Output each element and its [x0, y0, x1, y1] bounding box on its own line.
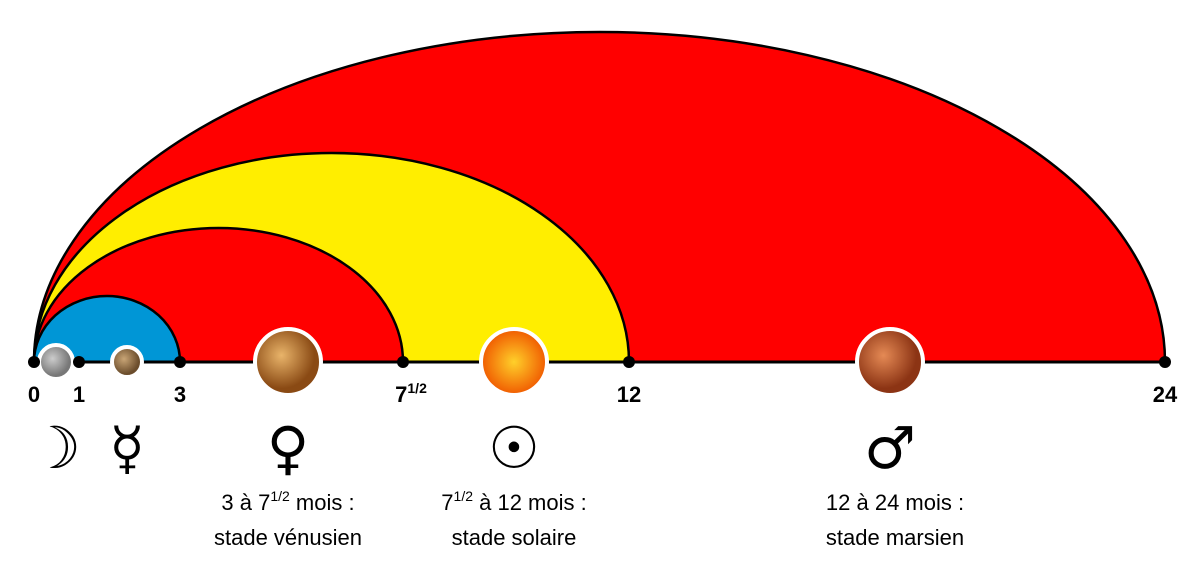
planet-symbol: ☽	[29, 414, 81, 482]
tick-dot	[28, 356, 40, 368]
planet-symbol: ☿	[109, 414, 145, 482]
tick-dot	[397, 356, 409, 368]
tick-dots	[28, 356, 1171, 368]
caption-pre: 3 à 7	[221, 490, 270, 515]
caption-post: mois :	[290, 490, 355, 515]
caption-line2: stade marsien	[826, 525, 964, 550]
caption-line1: 71/2 à 12 mois :	[441, 488, 586, 515]
arc-3	[32, 294, 182, 364]
tick-main: 1	[73, 382, 85, 407]
tick-dot	[1159, 356, 1171, 368]
caption-sup: 1/2	[270, 488, 290, 504]
planet-symbol: ☉	[488, 414, 540, 482]
tick-label: 0	[28, 382, 40, 407]
caption-pre: 7	[441, 490, 453, 515]
tick-label: 24	[1153, 382, 1178, 407]
mars	[855, 327, 925, 397]
tick-main: 3	[174, 382, 186, 407]
tick-labels: 0 1 3 71/2 12 24	[28, 380, 1178, 407]
caption-line1: 12 à 24 mois :	[826, 490, 964, 515]
tick-label: 3	[174, 382, 186, 407]
tick-label: 71/2	[395, 380, 427, 407]
planet-symbol: ♂	[864, 414, 916, 482]
mercury	[110, 345, 144, 379]
tick-dot	[73, 356, 85, 368]
moon	[37, 343, 75, 381]
caption-post: à 12 mois :	[473, 490, 587, 515]
caption-line2: stade vénusien	[214, 525, 362, 550]
tick-label: 1	[73, 382, 85, 407]
tick-main: 12	[617, 382, 641, 407]
planet-symbol: ♀	[267, 414, 309, 482]
venus	[253, 327, 323, 397]
caption-pre: 12 à 24 mois :	[826, 490, 964, 515]
tick-main: 0	[28, 382, 40, 407]
sun	[479, 327, 549, 397]
arcs	[32, 30, 1167, 364]
tick-main: 7	[395, 382, 407, 407]
tick-dot	[623, 356, 635, 368]
caption-sup: 1/2	[454, 488, 474, 504]
tick-sup: 1/2	[407, 380, 427, 396]
tick-label: 12	[617, 382, 641, 407]
symbols: ☽ ☿ ♀ ☉ ♂	[29, 414, 916, 482]
tick-main: 24	[1153, 382, 1178, 407]
caption-line1: 3 à 71/2 mois :	[221, 488, 354, 515]
caption-line2: stade solaire	[452, 525, 577, 550]
tick-dot	[174, 356, 186, 368]
